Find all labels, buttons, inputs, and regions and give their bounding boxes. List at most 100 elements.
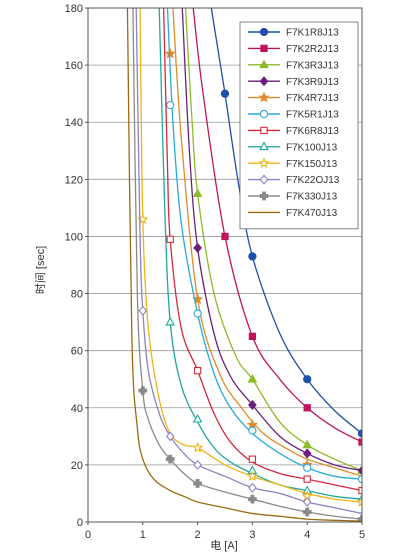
series-8 bbox=[137, 8, 362, 507]
legend-marker-4 bbox=[258, 91, 270, 103]
data-point-10-2 bbox=[193, 479, 202, 488]
legend-label-4: F7K4R7J13 bbox=[286, 93, 339, 104]
legend-label-8: F7K150J13 bbox=[286, 159, 338, 170]
legend-item-4: F7K4R7J13 bbox=[248, 91, 339, 104]
legend-label-6: F7K6R8J13 bbox=[286, 126, 339, 137]
y-tick-label-1: 20 bbox=[71, 460, 83, 472]
data-point-8-1 bbox=[192, 441, 204, 453]
data-point-6-1 bbox=[193, 367, 202, 375]
data-point-0-1 bbox=[248, 252, 257, 261]
legend-item-10: F7K330J13 bbox=[248, 192, 338, 203]
y-tick-label-0: 0 bbox=[77, 517, 83, 529]
legend-label-5: F7K5R1J13 bbox=[286, 110, 339, 121]
legend-item-1: F7K2R2J13 bbox=[248, 44, 339, 55]
y-tick-label-3: 60 bbox=[71, 346, 83, 358]
series-line-2 bbox=[184, 8, 362, 472]
x-tick-label-4: 4 bbox=[304, 529, 310, 541]
data-point-10-4 bbox=[302, 507, 312, 517]
y-tick-label-8: 160 bbox=[65, 60, 83, 72]
plot-frame bbox=[87, 7, 363, 523]
data-point-9-1 bbox=[165, 431, 175, 442]
data-point-3-1 bbox=[248, 399, 257, 410]
series-line-9 bbox=[135, 8, 362, 515]
legend-item-0: F7K1R8J13 bbox=[248, 28, 339, 39]
y-tick-label-9: 180 bbox=[65, 3, 83, 15]
series-11 bbox=[126, 8, 362, 522]
data-point-10-5 bbox=[357, 514, 362, 522]
y-tick-label-4: 80 bbox=[71, 289, 83, 301]
y-tick-label-6: 120 bbox=[65, 174, 83, 186]
data-point-0-0 bbox=[220, 89, 230, 98]
data-point-5-3 bbox=[303, 463, 312, 472]
y-axis-title: 时间 [sec] bbox=[34, 246, 47, 294]
y-tick-label-7: 140 bbox=[65, 117, 83, 129]
data-point-6-0 bbox=[166, 235, 174, 243]
series-line-10 bbox=[132, 8, 362, 520]
series-line-3 bbox=[181, 8, 362, 472]
legend-marker-3 bbox=[259, 76, 269, 87]
series-line-4 bbox=[172, 8, 362, 477]
series-6 bbox=[162, 8, 362, 495]
data-point-1-2 bbox=[303, 404, 311, 412]
x-tick-label-2: 2 bbox=[195, 529, 201, 541]
x-axis-title: 电 [A] bbox=[210, 539, 238, 552]
legend-item-11: F7K470J13 bbox=[248, 208, 338, 219]
data-point-7-0 bbox=[165, 316, 176, 326]
data-point-8-4 bbox=[356, 496, 362, 507]
data-point-1-0 bbox=[221, 232, 229, 241]
series-0 bbox=[210, 8, 362, 438]
data-point-10-1 bbox=[165, 454, 175, 464]
legend-label-10: F7K330J13 bbox=[286, 192, 338, 203]
series-line-8 bbox=[139, 8, 362, 503]
data-point-3-0 bbox=[193, 242, 202, 253]
legend-label-11: F7K470J13 bbox=[286, 208, 338, 219]
legend-item-9: F7K22OJ13 bbox=[248, 174, 340, 186]
data-point-10-0 bbox=[138, 386, 148, 395]
axes: 0 20 40 60 80 100 120 140 160 180 0 1 2 3 4 5 bbox=[65, 3, 365, 541]
x-tick-label-0: 0 bbox=[85, 529, 91, 541]
legend-marker-0 bbox=[259, 27, 269, 37]
legend: F7K1R8J13 F7K2R2J13 F7K3R3J13 F7K3R9J13 F7K4… bbox=[239, 21, 359, 230]
legend-marker-2 bbox=[259, 59, 269, 69]
legend-label-9: F7K22OJ13 bbox=[286, 175, 340, 186]
x-tick-label-5: 5 bbox=[359, 529, 365, 541]
legend-marker-8 bbox=[258, 157, 270, 168]
data-point-9-2 bbox=[193, 459, 202, 470]
legend-marker-7 bbox=[259, 141, 269, 151]
data-point-2-1 bbox=[247, 374, 258, 383]
data-point-9-0 bbox=[138, 305, 148, 316]
legend-item-3: F7K3R9J13 bbox=[248, 76, 339, 88]
legend-item-7: F7K100J13 bbox=[248, 141, 338, 153]
legend-label-0: F7K1R8J13 bbox=[286, 28, 339, 39]
legend-marker-1 bbox=[260, 44, 268, 53]
data-point-1-1 bbox=[248, 332, 257, 341]
data-point-2-2 bbox=[302, 439, 313, 449]
legend-label-7: F7K100J13 bbox=[286, 142, 338, 153]
data-point-3-3 bbox=[357, 465, 362, 476]
series-3 bbox=[181, 8, 362, 476]
y-tick-label-5: 100 bbox=[65, 231, 83, 243]
series-9 bbox=[135, 8, 362, 515]
data-point-0-2 bbox=[303, 375, 312, 384]
data-point-10-3 bbox=[248, 494, 257, 504]
data-point-5-1 bbox=[193, 309, 202, 318]
series-1 bbox=[192, 8, 362, 446]
legend-item-8: F7K150J13 bbox=[248, 157, 338, 170]
y-tick-label-2: 40 bbox=[71, 403, 83, 415]
legend-marker-9 bbox=[259, 174, 269, 185]
series-10 bbox=[132, 8, 362, 522]
data-point-7-1 bbox=[192, 413, 203, 423]
series-2 bbox=[184, 8, 362, 474]
data-point-5-0 bbox=[166, 100, 175, 110]
series-5 bbox=[166, 8, 362, 484]
legend-marker-10 bbox=[259, 191, 269, 201]
series-line-11 bbox=[126, 8, 362, 522]
data-point-2-0 bbox=[192, 188, 203, 197]
data-point-5-2 bbox=[248, 426, 257, 435]
data-point-6-3 bbox=[303, 475, 311, 483]
legend-marker-5 bbox=[259, 109, 269, 119]
data-point-6-2 bbox=[248, 455, 257, 463]
legend-label-1: F7K2R2J13 bbox=[286, 44, 339, 55]
